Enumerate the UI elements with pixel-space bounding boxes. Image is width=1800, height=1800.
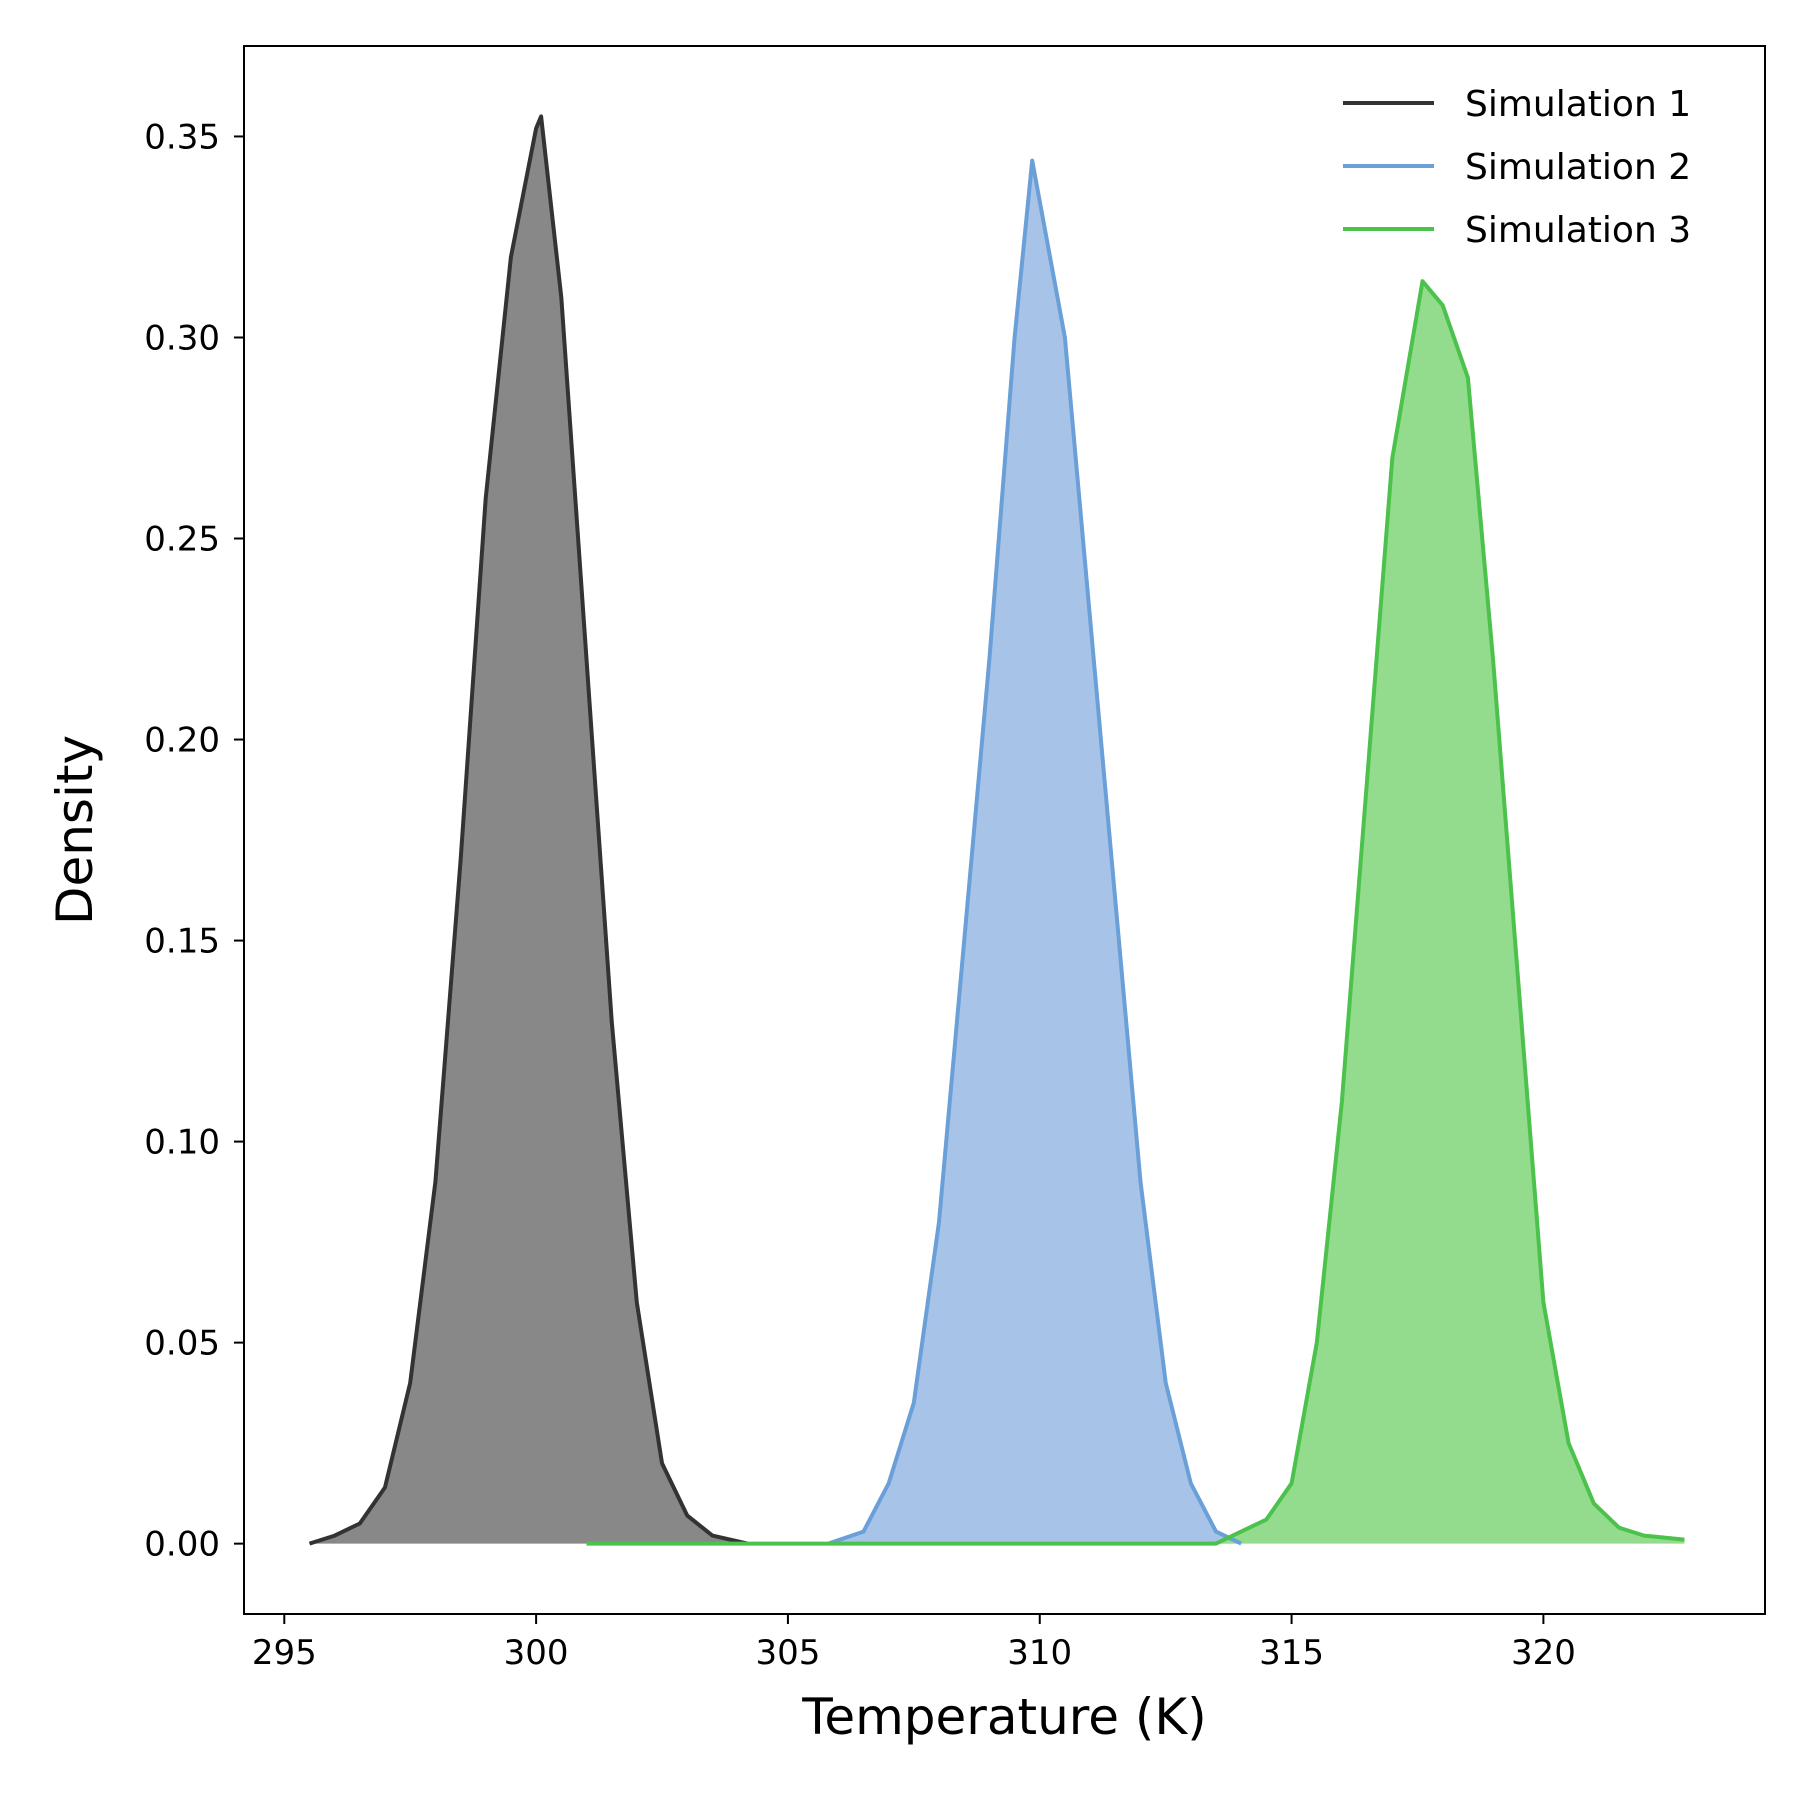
series-3-line [586,279,1685,1546]
series-1-area [309,116,748,1544]
plot-frame [243,45,1766,1615]
y-tick-label: 0.30 [144,318,220,358]
x-axis-title: Temperature (K) [801,1688,1206,1746]
x-axis: 295 300 305 310 315 320 [252,1614,1576,1673]
y-tick-label: 0.15 [144,922,220,962]
legend-label-1: Simulation 1 [1465,84,1691,125]
x-tick-label: 300 [504,1633,569,1673]
series-2-line [827,158,1243,1546]
y-tick-label: 0.10 [144,1123,220,1163]
legend-label-2: Simulation 2 [1465,147,1691,188]
legend-label-3: Simulation 3 [1465,210,1691,251]
series-2-area [828,160,1242,1544]
series-1-line [308,114,749,1546]
x-tick-label: 310 [1007,1633,1072,1673]
x-tick-label: 305 [755,1633,820,1673]
x-tick-label: 315 [1259,1633,1324,1673]
legend: Simulation 1 Simulation 2 Simulation 3 [1343,84,1691,251]
y-tick-label: 0.05 [144,1324,220,1364]
x-tick-label: 320 [1511,1633,1576,1673]
y-tick-label: 0.35 [144,117,220,157]
y-tick-label: 0.20 [144,721,220,761]
y-tick-label: 0.25 [144,520,220,560]
y-axis: 0.00 0.05 0.10 0.15 0.20 0.25 0.30 0.35 [144,117,244,1565]
y-axis-title: Density [46,735,104,925]
x-tick-label: 295 [252,1633,317,1673]
series-layer [308,114,1685,1546]
y-tick-label: 0.00 [144,1525,220,1565]
series-3-area [586,281,1685,1544]
